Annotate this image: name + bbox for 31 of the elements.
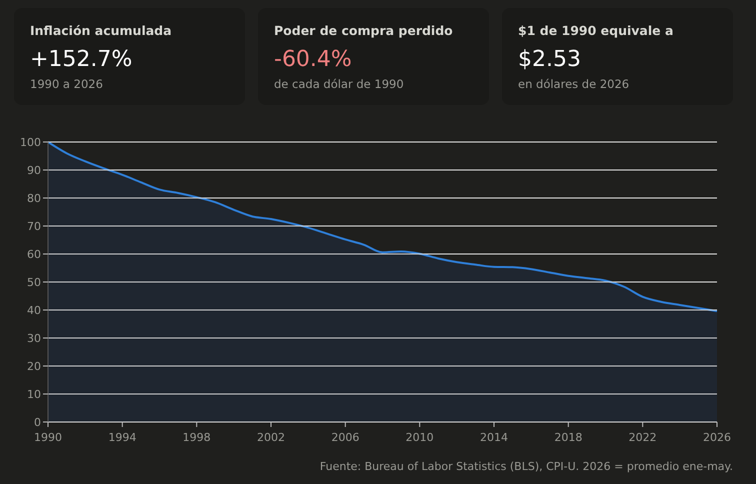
y-tick-label: 70 — [27, 220, 41, 233]
x-tick-label: 2014 — [480, 431, 508, 444]
y-tick-label: 30 — [27, 332, 41, 345]
y-tick-label: 100 — [20, 136, 41, 149]
x-tick-label: 2022 — [628, 431, 657, 444]
x-tick-label: 2018 — [554, 431, 582, 444]
source-note: Fuente: Bureau of Labor Statistics (BLS), CPI-U. 2026 = promedio ene-may. — [320, 460, 733, 473]
y-tick-label: 0 — [34, 416, 41, 429]
text: en dólares de 2026 — [518, 77, 630, 91]
x-tick-label: 1990 — [34, 431, 62, 444]
y-tick-label: 90 — [27, 164, 41, 177]
text: Inflación acumulada — [30, 23, 172, 38]
x-tick-label: 1994 — [108, 431, 136, 444]
text: +152.7% — [30, 47, 132, 72]
y-tick-label: 40 — [27, 304, 41, 317]
y-tick-label: 50 — [27, 276, 41, 289]
x-tick-label: 2010 — [406, 431, 434, 444]
x-tick-label: 1998 — [182, 431, 211, 444]
x-tick-label: 2002 — [257, 431, 285, 444]
x-tick-label: 2026 — [703, 431, 731, 444]
text: -60.4% — [274, 47, 352, 72]
y-tick-label: 20 — [27, 360, 41, 373]
text: $1 de 1990 equivale a — [518, 23, 674, 38]
text: 1990 a 2026 — [30, 77, 103, 91]
text: de cada dólar de 1990 — [274, 77, 404, 91]
y-tick-label: 80 — [27, 192, 41, 205]
x-tick-label: 2006 — [331, 431, 360, 444]
y-tick-label: 10 — [27, 388, 41, 401]
text: $2.53 — [518, 47, 581, 72]
y-tick-label: 60 — [27, 248, 41, 261]
text: Poder de compra perdido — [274, 23, 454, 38]
